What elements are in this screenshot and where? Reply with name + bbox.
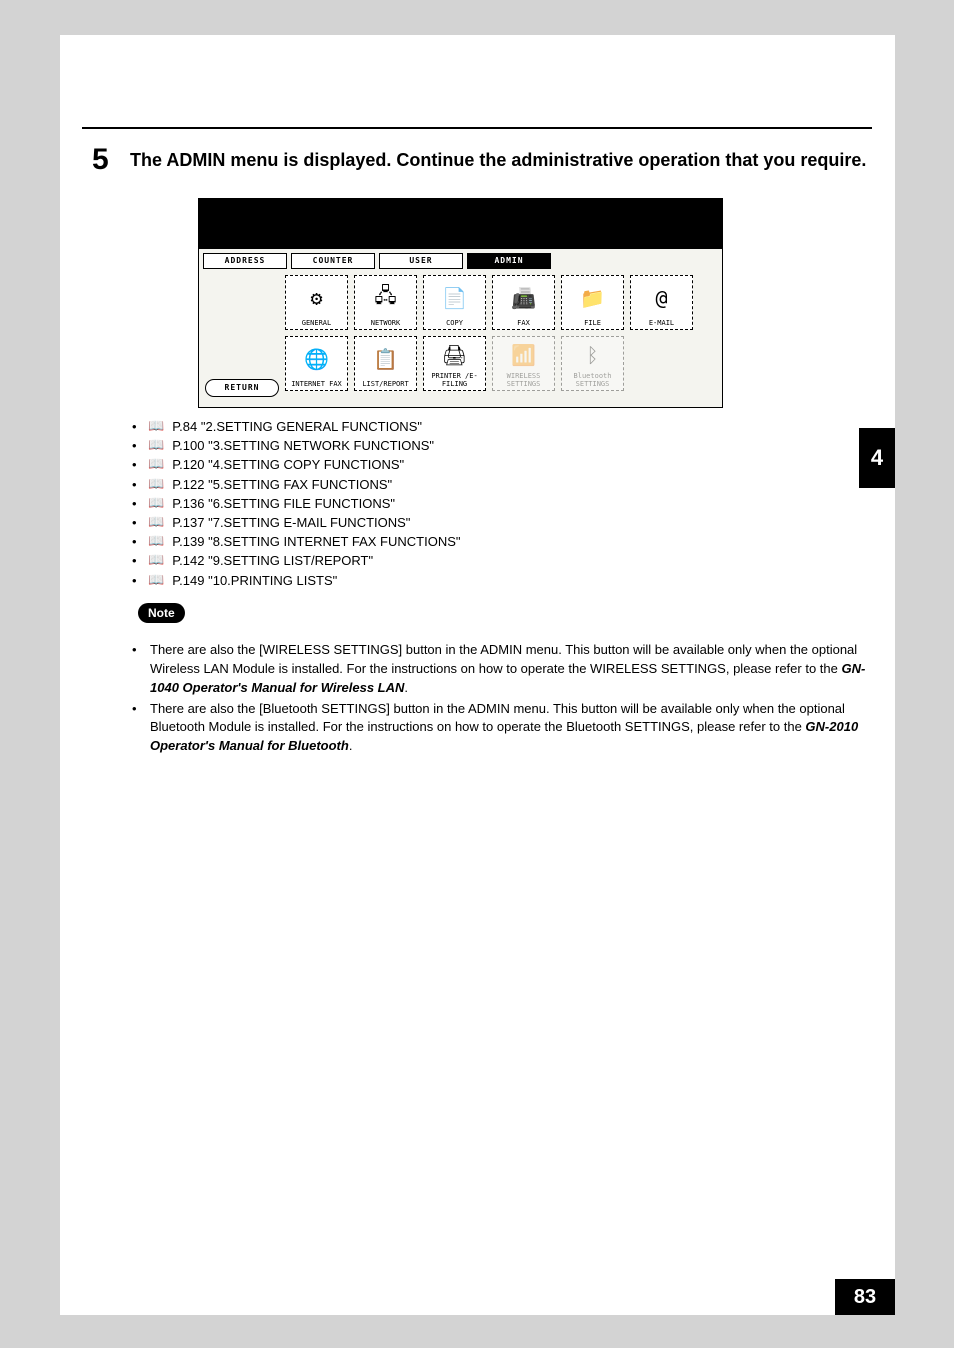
bullet-icon: •	[132, 641, 140, 698]
step-text: The ADMIN menu is displayed. Continue th…	[130, 147, 870, 174]
top-rule	[82, 127, 872, 129]
printer-e-filing-icon: 🖨	[424, 337, 485, 372]
note-item: •There are also the [WIRELESS SETTINGS] …	[132, 641, 872, 698]
network-icon: 🖧	[355, 276, 416, 319]
lcd-button-label: FAX	[493, 319, 554, 327]
reference-item: • 📖 P.137 "7.SETTING E-MAIL FUNCTIONS"	[132, 514, 862, 532]
lcd-button-copy[interactable]: 📄COPY	[423, 275, 486, 330]
step-number: 5	[92, 143, 109, 177]
book-icon: 📖	[148, 437, 164, 454]
tab-counter[interactable]: COUNTER	[291, 253, 375, 269]
e-mail-icon: @	[631, 276, 692, 319]
bluetooth-settings-icon: ᛒ	[562, 337, 623, 372]
lcd-header-black	[199, 199, 722, 249]
lcd-button-internet-fax[interactable]: 🌐INTERNET FAX	[285, 336, 348, 391]
tab-row: ADDRESSCOUNTERUSERADMIN	[199, 249, 722, 269]
lcd-button-label: LIST/REPORT	[355, 380, 416, 388]
bullet-icon: •	[132, 552, 140, 570]
file-icon: 📁	[562, 276, 623, 319]
lcd-button-bluetooth-settings: ᛒBluetooth SETTINGS	[561, 336, 624, 391]
reference-text: P.137 "7.SETTING E-MAIL FUNCTIONS"	[172, 514, 410, 532]
bullet-icon: •	[132, 514, 140, 532]
reference-text: P.139 "8.SETTING INTERNET FAX FUNCTIONS"	[172, 533, 460, 551]
internet-fax-icon: 🌐	[286, 337, 347, 380]
reference-text: P.149 "10.PRINTING LISTS"	[172, 572, 337, 590]
lcd-button-fax[interactable]: 📠FAX	[492, 275, 555, 330]
reference-item: • 📖 P.142 "9.SETTING LIST/REPORT"	[132, 552, 862, 570]
lcd-panel: ADDRESSCOUNTERUSERADMIN ⚙GENERAL🖧NETWORK…	[198, 198, 723, 408]
lcd-button-general[interactable]: ⚙GENERAL	[285, 275, 348, 330]
lcd-button-network[interactable]: 🖧NETWORK	[354, 275, 417, 330]
chapter-tab: 4	[859, 428, 895, 488]
notes-block: •There are also the [WIRELESS SETTINGS] …	[132, 641, 872, 758]
lcd-button-file[interactable]: 📁FILE	[561, 275, 624, 330]
note-badge: Note	[138, 603, 185, 623]
lcd-button-printer-e-filing[interactable]: 🖨PRINTER /E-FILING	[423, 336, 486, 391]
wireless-settings-icon: 📶	[493, 337, 554, 372]
book-icon: 📖	[148, 533, 164, 550]
reference-list: • 📖 P.84 "2.SETTING GENERAL FUNCTIONS" • 📖 P.…	[132, 418, 862, 591]
lcd-button-label: PRINTER /E-FILING	[424, 372, 485, 388]
book-icon: 📖	[148, 495, 164, 512]
book-icon: 📖	[148, 552, 164, 569]
reference-text: P.122 "5.SETTING FAX FUNCTIONS"	[172, 476, 392, 494]
bullet-icon: •	[132, 533, 140, 551]
reference-item: • 📖 P.120 "4.SETTING COPY FUNCTIONS"	[132, 456, 862, 474]
note-item: •There are also the [Bluetooth SETTINGS]…	[132, 700, 872, 757]
reference-item: • 📖 P.136 "6.SETTING FILE FUNCTIONS"	[132, 495, 862, 513]
bullet-icon: •	[132, 495, 140, 513]
lcd-button-label: INTERNET FAX	[286, 380, 347, 388]
note-text: There are also the [WIRELESS SETTINGS] b…	[150, 641, 872, 698]
tab-address[interactable]: ADDRESS	[203, 253, 287, 269]
page: 5 The ADMIN menu is displayed. Continue …	[60, 35, 895, 1315]
reference-text: P.120 "4.SETTING COPY FUNCTIONS"	[172, 456, 404, 474]
lcd-button-label: FILE	[562, 319, 623, 327]
tab-user[interactable]: USER	[379, 253, 463, 269]
list-report-icon: 📋	[355, 337, 416, 380]
lcd-button-label: Bluetooth SETTINGS	[562, 372, 623, 388]
bullet-icon: •	[132, 418, 140, 436]
reference-text: P.84 "2.SETTING GENERAL FUNCTIONS"	[172, 418, 422, 436]
reference-text: P.136 "6.SETTING FILE FUNCTIONS"	[172, 495, 395, 513]
reference-item: • 📖 P.84 "2.SETTING GENERAL FUNCTIONS"	[132, 418, 862, 436]
general-icon: ⚙	[286, 276, 347, 319]
lcd-button-label: GENERAL	[286, 319, 347, 327]
page-number-tab: 83	[835, 1279, 895, 1315]
book-icon: 📖	[148, 514, 164, 531]
bullet-icon: •	[132, 572, 140, 590]
lcd-button-label: WIRELESS SETTINGS	[493, 372, 554, 388]
lcd-button-label: E-MAIL	[631, 319, 692, 327]
tab-admin[interactable]: ADMIN	[467, 253, 551, 269]
bullet-icon: •	[132, 437, 140, 455]
button-grid: ⚙GENERAL🖧NETWORK📄COPY📠FAX📁FILE@E-MAIL🌐IN…	[199, 269, 722, 391]
bullet-icon: •	[132, 700, 140, 757]
book-icon: 📖	[148, 476, 164, 493]
reference-text: P.142 "9.SETTING LIST/REPORT"	[172, 552, 373, 570]
book-icon: 📖	[148, 572, 164, 589]
reference-text: P.100 "3.SETTING NETWORK FUNCTIONS"	[172, 437, 434, 455]
book-icon: 📖	[148, 456, 164, 473]
reference-item: • 📖 P.122 "5.SETTING FAX FUNCTIONS"	[132, 476, 862, 494]
lcd-button-label: COPY	[424, 319, 485, 327]
reference-item: • 📖 P.139 "8.SETTING INTERNET FAX FUNCTION…	[132, 533, 862, 551]
return-button[interactable]: RETURN	[205, 379, 279, 397]
lcd-button-label: NETWORK	[355, 319, 416, 327]
note-text: There are also the [Bluetooth SETTINGS] …	[150, 700, 872, 757]
bullet-icon: •	[132, 476, 140, 494]
lcd-button-list-report[interactable]: 📋LIST/REPORT	[354, 336, 417, 391]
reference-item: • 📖 P.100 "3.SETTING NETWORK FUNCTIONS"	[132, 437, 862, 455]
fax-icon: 📠	[493, 276, 554, 319]
reference-item: • 📖 P.149 "10.PRINTING LISTS"	[132, 572, 862, 590]
lcd-button-wireless-settings: 📶WIRELESS SETTINGS	[492, 336, 555, 391]
copy-icon: 📄	[424, 276, 485, 319]
book-icon: 📖	[148, 418, 164, 435]
bullet-icon: •	[132, 456, 140, 474]
lcd-button-e-mail[interactable]: @E-MAIL	[630, 275, 693, 330]
